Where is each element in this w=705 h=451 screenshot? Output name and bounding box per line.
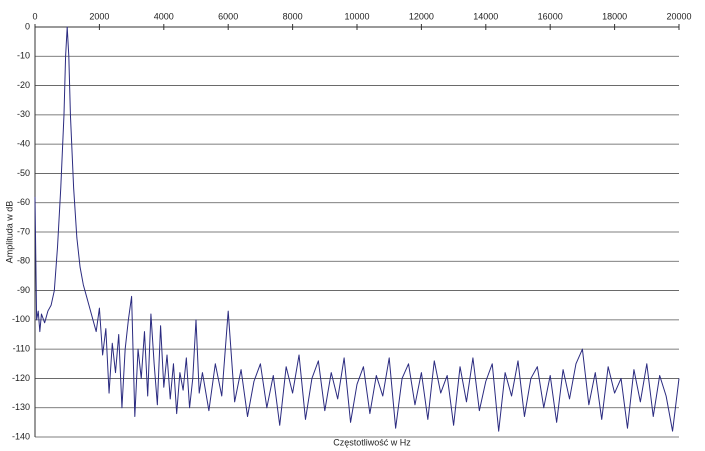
y-tick-label: -40 bbox=[17, 139, 30, 149]
y-tick-label: -140 bbox=[12, 431, 30, 441]
x-tick-label: 18000 bbox=[602, 11, 627, 21]
x-tick-label: 12000 bbox=[409, 11, 434, 21]
x-tick-label: 10000 bbox=[344, 11, 369, 21]
x-tick-label: 2000 bbox=[89, 11, 109, 21]
y-tick-label: -80 bbox=[17, 256, 30, 266]
x-tick-label: 8000 bbox=[283, 11, 303, 21]
x-tick-label: 14000 bbox=[473, 11, 498, 21]
y-tick-label: -120 bbox=[12, 373, 30, 383]
y-axis-title: Amplituda w dB bbox=[4, 201, 14, 264]
y-tick-label: -130 bbox=[12, 402, 30, 412]
y-tick-label: -20 bbox=[17, 80, 30, 90]
x-tick-label: 20000 bbox=[666, 11, 691, 21]
x-axis-title: Częstotliwość w Hz bbox=[333, 437, 411, 447]
spectrum-line bbox=[34, 26, 680, 432]
y-tick-label: -60 bbox=[17, 197, 30, 207]
y-tick-label: -90 bbox=[17, 285, 30, 295]
y-tick-label: 0 bbox=[25, 21, 30, 31]
y-tick-label: -100 bbox=[12, 314, 30, 324]
y-tick-label: -70 bbox=[17, 226, 30, 236]
y-tick-label: -10 bbox=[17, 51, 30, 61]
x-tick-label: 16000 bbox=[538, 11, 563, 21]
y-tick-label: -50 bbox=[17, 168, 30, 178]
x-tick-label: 4000 bbox=[154, 11, 174, 21]
y-tick-label: -110 bbox=[13, 344, 30, 354]
y-tick-label: -30 bbox=[17, 109, 30, 119]
x-tick-label: 0 bbox=[32, 11, 37, 21]
x-tick-label: 6000 bbox=[218, 11, 238, 21]
